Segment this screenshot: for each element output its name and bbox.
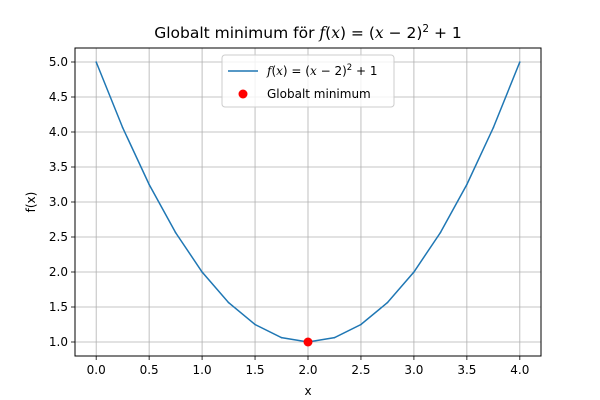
curve-data-point	[95, 61, 97, 63]
y-tick-label: 2.5	[49, 230, 68, 244]
curve-data-point	[466, 183, 468, 186]
curve-data-point	[254, 323, 256, 326]
curve-data-point	[519, 61, 521, 63]
legend-point-swatch	[238, 89, 248, 99]
y-tick-label: 3.0	[49, 195, 68, 209]
x-tick-label: 4.0	[510, 363, 529, 377]
curve-data-point	[201, 271, 203, 273]
curve-data-point	[280, 336, 283, 339]
x-axis-title: x	[304, 384, 311, 398]
x-axis-ticks: 0.0 0.5 1.0 1.5 2.0 2.5 3.0 3.5 4.0	[87, 356, 529, 377]
curve-data-point	[333, 336, 336, 339]
legend-label-curve: f(x) = (x − 2)2 + 1	[266, 63, 378, 78]
x-tick-label: 3.0	[404, 363, 423, 377]
plot-series	[95, 61, 521, 347]
x-tick-label: 2.5	[351, 363, 370, 377]
y-tick-label: 4.0	[49, 125, 68, 139]
x-tick-label: 0.5	[140, 363, 159, 377]
x-tick-label: 0.0	[87, 363, 106, 377]
curve-data-point	[227, 301, 230, 304]
curve-data-point	[360, 323, 362, 326]
y-tick-label: 1.5	[49, 300, 68, 314]
y-tick-label: 1.0	[49, 335, 68, 349]
x-tick-label: 2.0	[298, 363, 317, 377]
curve-data-point	[121, 126, 124, 129]
x-tick-label: 1.0	[193, 363, 212, 377]
x-tick-label: 3.5	[457, 363, 476, 377]
curve-data-point	[386, 301, 389, 304]
curve-data-point	[492, 126, 495, 129]
curve-data-point	[174, 231, 177, 234]
global-minimum-point	[303, 337, 313, 347]
curve-data-point	[413, 271, 415, 273]
x-tick-label: 1.5	[245, 363, 264, 377]
y-tick-label: 4.5	[49, 90, 68, 104]
legend: f(x) = (x − 2)2 + 1 Globalt minimum	[221, 54, 395, 108]
y-tick-label: 5.0	[49, 55, 68, 69]
y-tick-label: 3.5	[49, 160, 68, 174]
legend-box	[221, 54, 395, 108]
y-tick-label: 2.0	[49, 265, 68, 279]
curve-data-point	[148, 183, 150, 186]
y-axis-title: f(x)	[24, 192, 38, 213]
legend-label-minimum: Globalt minimum	[267, 87, 371, 101]
chart-title: Globalt minimum för f(x) = (x − 2)2 + 1	[154, 23, 462, 42]
y-axis-ticks: 1.0 1.5 2.0 2.5 3.0 3.5 4.0 4.5 5.0	[49, 55, 75, 349]
curve-data-point	[439, 231, 442, 234]
